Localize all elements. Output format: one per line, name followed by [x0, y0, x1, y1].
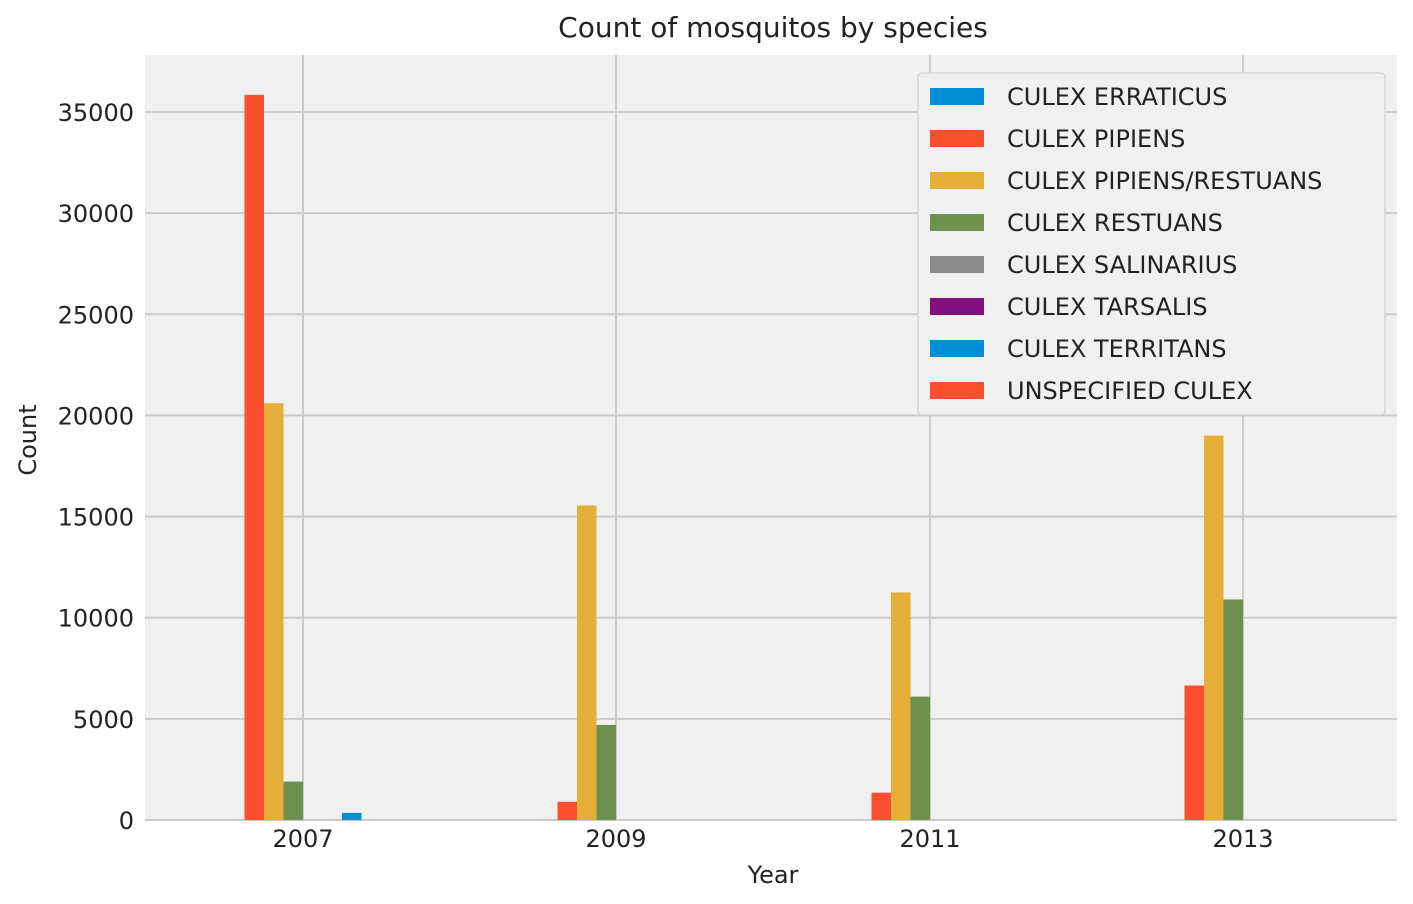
legend-swatch [930, 130, 984, 147]
grid-lines [145, 55, 1397, 821]
legend-swatch [930, 88, 984, 105]
bars-group [244, 94, 1243, 820]
x-tick-label: 2009 [585, 825, 646, 853]
y-tick-label: 15000 [58, 504, 134, 532]
y-tick-label: 20000 [58, 402, 134, 430]
bar [871, 792, 891, 820]
y-tick-label: 35000 [58, 99, 134, 127]
bar [577, 505, 597, 820]
legend-label: CULEX ERRATICUS [1007, 83, 1227, 111]
x-tick-label: 2007 [272, 825, 333, 853]
legend-label: CULEX PIPIENS [1007, 125, 1185, 153]
legend-label: CULEX RESTUANS [1007, 209, 1223, 237]
bar [1184, 685, 1204, 820]
y-axis-title: Count [14, 404, 42, 475]
bar [910, 696, 930, 820]
legend-box [917, 72, 1386, 416]
legend: CULEX ERRATICUS CULEX PIPIENS CULEX PIPIEN… [917, 72, 1386, 416]
legend-swatch [930, 214, 984, 231]
legend-label: CULEX TARSALIS [1007, 293, 1208, 321]
y-tick-label: 0 [119, 807, 134, 835]
y-tick-label: 30000 [58, 200, 134, 228]
legend-label: CULEX TERRITANS [1007, 335, 1227, 363]
y-tick-label: 10000 [58, 605, 134, 633]
y-tick-label: 5000 [73, 706, 134, 734]
bar [244, 94, 264, 820]
legend-swatch [930, 172, 984, 189]
x-tick-label: 2013 [1212, 825, 1273, 853]
bar [596, 724, 616, 820]
x-axis-title: Year [747, 861, 799, 889]
bar [342, 812, 362, 820]
legend-label: CULEX PIPIENS/RESTUANS [1007, 167, 1322, 195]
bar [1223, 599, 1243, 820]
chart-title: Count of mosquitos by species [558, 11, 988, 44]
legend-swatch [930, 298, 984, 315]
bar [557, 801, 577, 820]
bar [283, 781, 303, 820]
legend-swatch [930, 256, 984, 273]
legend-label: CULEX SALINARIUS [1007, 251, 1237, 279]
bar [1204, 435, 1224, 820]
x-tick-labels: 2007 2009 2011 2013 [272, 825, 1273, 853]
y-tick-labels: 0 5000 10000 15000 20000 25000 30000 35000 [58, 99, 134, 835]
bar [264, 403, 284, 820]
legend-label: UNSPECIFIED CULEX [1007, 377, 1253, 405]
y-tick-label: 25000 [58, 301, 134, 329]
legend-swatch [930, 382, 984, 399]
x-tick-label: 2011 [899, 825, 960, 853]
legend-swatch [930, 340, 984, 357]
bar [891, 592, 911, 820]
